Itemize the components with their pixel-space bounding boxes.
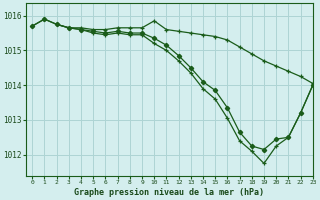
X-axis label: Graphe pression niveau de la mer (hPa): Graphe pression niveau de la mer (hPa) [75, 188, 264, 197]
